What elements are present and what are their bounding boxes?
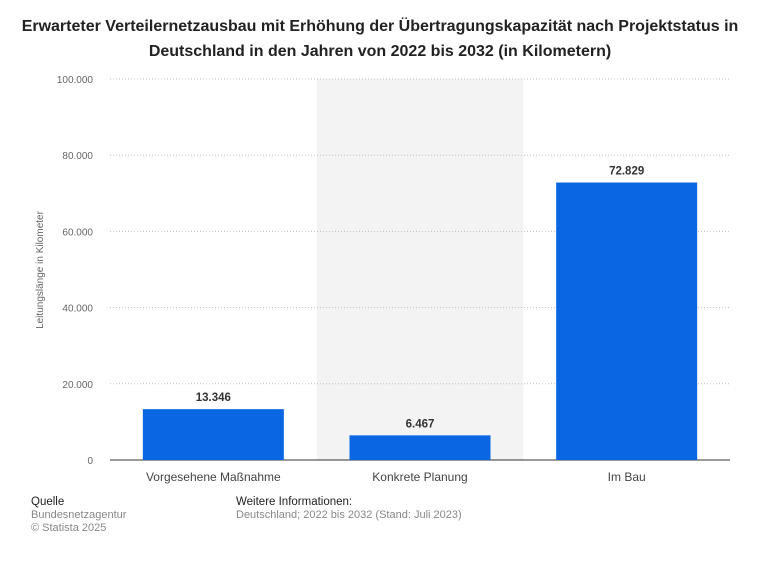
copyright-line[interactable]: © Statista 2025 — [31, 522, 107, 534]
info-block: Weitere Informationen: Deutschland; 2022… — [236, 496, 462, 522]
category-band — [316, 79, 524, 460]
info-line: Deutschland; 2022 bis 2032 (Stand: Juli … — [236, 509, 462, 521]
y-tick-label: 20.000 — [62, 380, 93, 391]
bar[interactable] — [349, 435, 491, 460]
y-tick-label: 0 — [87, 456, 93, 467]
x-tick-label: Konkrete Planung — [372, 470, 467, 484]
bar-chart: 0 20.000 40.000 60.000 80.000 100.000 13.346 6… — [35, 75, 730, 484]
data-label: 6.467 — [406, 418, 435, 430]
y-tick-label: 40.000 — [62, 304, 93, 315]
y-tick-label: 100.000 — [57, 75, 94, 86]
info-heading: Weitere Informationen: — [236, 496, 353, 508]
source-block: Quelle Bundesnetzagentur © Statista 2025 — [31, 496, 126, 535]
bar[interactable] — [142, 409, 284, 460]
x-tick-label: Im Bau — [608, 470, 646, 484]
source-heading: Quelle — [31, 496, 65, 508]
y-tick-label: 60.000 — [62, 227, 93, 238]
y-tick-label: 80.000 — [62, 151, 93, 162]
y-axis-label: Leitungslänge in Kilometer — [35, 210, 46, 329]
data-label: 72.829 — [609, 166, 644, 178]
chart-title: Erwarteter Verteilernetzausbau mit Erhöh… — [21, 18, 739, 60]
data-label: 13.346 — [196, 392, 231, 404]
source-line: Bundesnetzagentur — [31, 509, 127, 521]
bar[interactable] — [556, 182, 698, 460]
x-tick-label: Vorgesehene Maßnahme — [146, 470, 281, 484]
